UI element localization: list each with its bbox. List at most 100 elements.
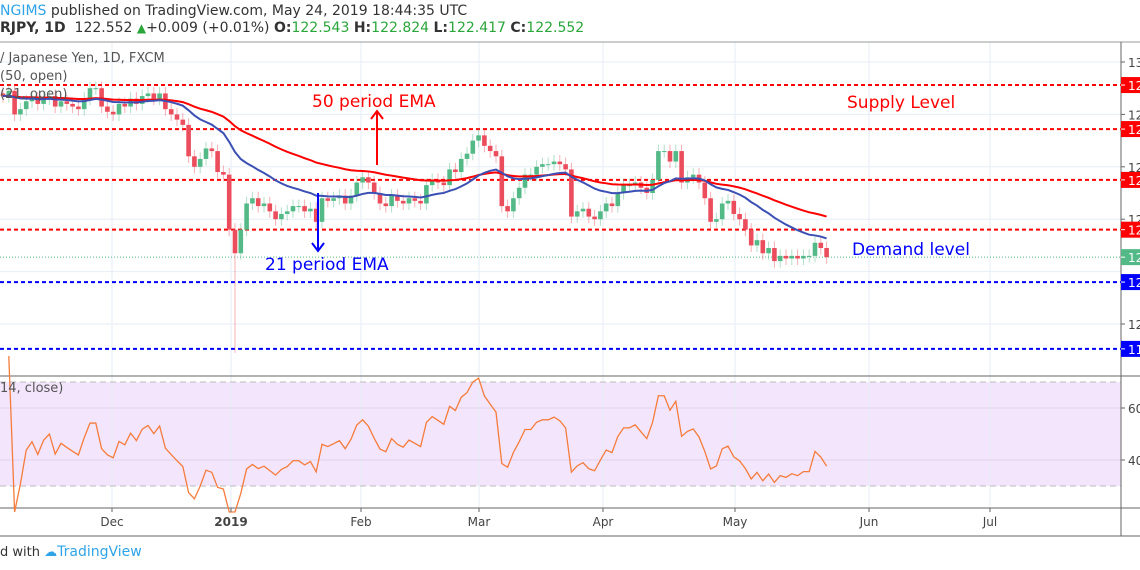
candle-body [627,185,632,187]
candle-body [609,203,615,207]
candle-body [789,255,795,259]
candle [801,249,806,266]
candle-body [180,119,186,125]
low-label: L: [433,20,449,36]
candle [754,233,760,252]
candle-body [226,174,232,230]
ema21-annotation: 21 period EMA [265,255,389,275]
candle-body [516,187,522,199]
candle-body [656,151,661,180]
candle-body [806,255,812,257]
candle-body [64,101,70,104]
candle-body [743,219,748,230]
rsi-legend[interactable]: 14, close) [0,381,64,396]
level-price-label-bg [1121,171,1140,188]
candle [725,194,731,211]
candle [290,199,296,218]
candle-body [354,182,360,196]
candle [354,175,360,203]
candle-body [714,219,719,222]
candle [569,162,574,224]
candle-body [424,185,429,204]
author-link[interactable]: NGIMS [0,3,47,19]
candle-body [511,198,516,212]
candle-body [754,240,760,246]
candle-body [377,193,383,204]
footer: d with ☁TradingView [0,544,142,560]
high-label: H: [353,20,372,36]
candle-body [661,151,667,153]
candle [516,181,522,205]
candle-body [650,179,655,193]
ema50-legend[interactable]: (50, open) [0,69,68,84]
candle-body [360,177,365,183]
level-price-label: 12 [1128,174,1140,188]
candle-body [493,151,499,157]
candle [557,155,563,171]
candle [609,196,615,213]
candle-body [453,169,458,173]
level-price-label: 12 [1128,276,1140,290]
series-title: / Japanese Yen, 1D, FXCM [0,51,165,66]
candle-body [801,255,806,259]
candle [168,102,174,121]
candle-body [447,169,452,186]
candle-body [290,206,296,212]
time-tick-label: Mar [468,515,491,529]
candle-body [348,195,354,204]
price-tick-label: 12 [1128,318,1140,332]
symbol: RJPY, 1D [0,20,66,36]
candle-body [748,229,754,246]
candle-body [603,203,609,212]
level-price-label-bg [1121,340,1140,357]
candle [192,149,197,174]
candle-body [824,248,829,258]
candle [482,128,487,153]
candle-body [383,203,389,207]
candle [673,144,679,169]
candle [464,147,470,166]
rsi-tick-label: 40 [1128,454,1140,468]
candle-body [412,198,418,201]
ema21-legend[interactable]: (21, open) [0,87,68,102]
candle [342,189,348,211]
candle [244,196,249,237]
candle [331,191,336,208]
candle [284,204,290,221]
candle-body [760,240,766,254]
candle-body [279,213,284,220]
candle-body [505,206,510,212]
candle [209,141,215,158]
candle [679,144,684,190]
tradingview-logo-icon: ☁ [44,545,58,560]
time-tick-label: 2019 [214,515,247,529]
candle-body [667,151,673,162]
candle-body [273,211,278,220]
candle-body [673,151,679,162]
candle-body [464,153,470,159]
candle [598,204,603,226]
candle-body [331,198,336,201]
tradingview-link[interactable]: TradingView [57,544,142,560]
candle-body [250,198,255,204]
candle [250,191,255,211]
candle [302,199,307,218]
candle-body [389,195,394,207]
candle [41,92,46,111]
close-label: C: [510,20,527,36]
candle-body [325,198,331,201]
candle-body [99,88,104,107]
candle [690,168,696,184]
candle [667,144,673,169]
candle [470,134,476,161]
candle [52,89,58,114]
price-tick-label: 12 [1128,108,1140,122]
last-price: 122.552 [74,20,133,36]
candle-body [702,182,708,199]
candle-body [308,208,313,212]
candle [760,233,766,260]
candle-body [168,109,174,115]
candle [424,178,429,211]
candle [325,191,331,208]
